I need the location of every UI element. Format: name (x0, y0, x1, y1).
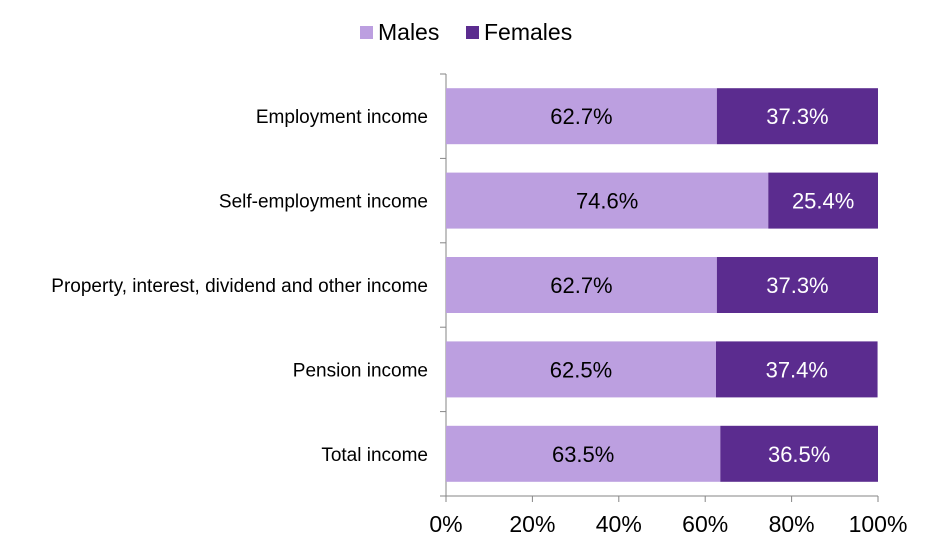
legend-swatch-females (466, 26, 479, 39)
bar-females-4 (720, 425, 878, 482)
data-label-males-3: 62.5% (550, 357, 612, 382)
bar-males-4 (446, 425, 721, 482)
bar-males-1 (446, 172, 769, 229)
bar-males-2 (446, 257, 717, 313)
category-label-3: Pension income (293, 360, 428, 381)
data-label-males-4: 63.5% (552, 442, 614, 467)
category-label-4: Total income (321, 445, 428, 466)
bar-females-3 (716, 341, 878, 398)
legend: Males Females (360, 19, 572, 45)
category-label-2: Property, interest, dividend and other i… (51, 276, 428, 297)
data-label-females-1: 25.4% (792, 189, 854, 214)
legend-label-males: Males (378, 19, 439, 45)
data-label-females-3: 37.4% (766, 357, 828, 382)
bar-females-1 (768, 172, 878, 229)
bar-males-0 (446, 88, 717, 145)
bar-females-2 (716, 257, 878, 313)
data-label-males-1: 74.6% (576, 189, 638, 214)
data-label-males-2: 62.7% (550, 273, 612, 298)
x-tick-label-4: 80% (769, 511, 815, 537)
bars: 62.7% 37.3% 74.6% 25.4% 62.7% 37.3% 62.5% 37.4%… (446, 88, 878, 482)
x-tick-label-5: 100% (849, 511, 908, 537)
axes: Employment income Self-employment income P… (51, 73, 908, 537)
x-tick-label-0: 0% (429, 511, 462, 537)
bar-males-3 (446, 341, 716, 398)
data-label-females-0: 37.3% (766, 104, 828, 129)
x-tick-label-1: 20% (509, 511, 555, 537)
legend-label-females: Females (484, 19, 572, 45)
bar-females-0 (716, 88, 878, 145)
data-label-males-0: 62.7% (550, 104, 612, 129)
data-label-females-4: 36.5% (768, 442, 830, 467)
category-label-0: Employment income (256, 107, 428, 128)
data-label-females-2: 37.3% (766, 273, 828, 298)
legend-swatch-males (360, 26, 373, 39)
x-tick-label-3: 60% (682, 511, 728, 537)
x-tick-label-2: 40% (596, 511, 642, 537)
category-label-1: Self-employment income (219, 192, 428, 213)
